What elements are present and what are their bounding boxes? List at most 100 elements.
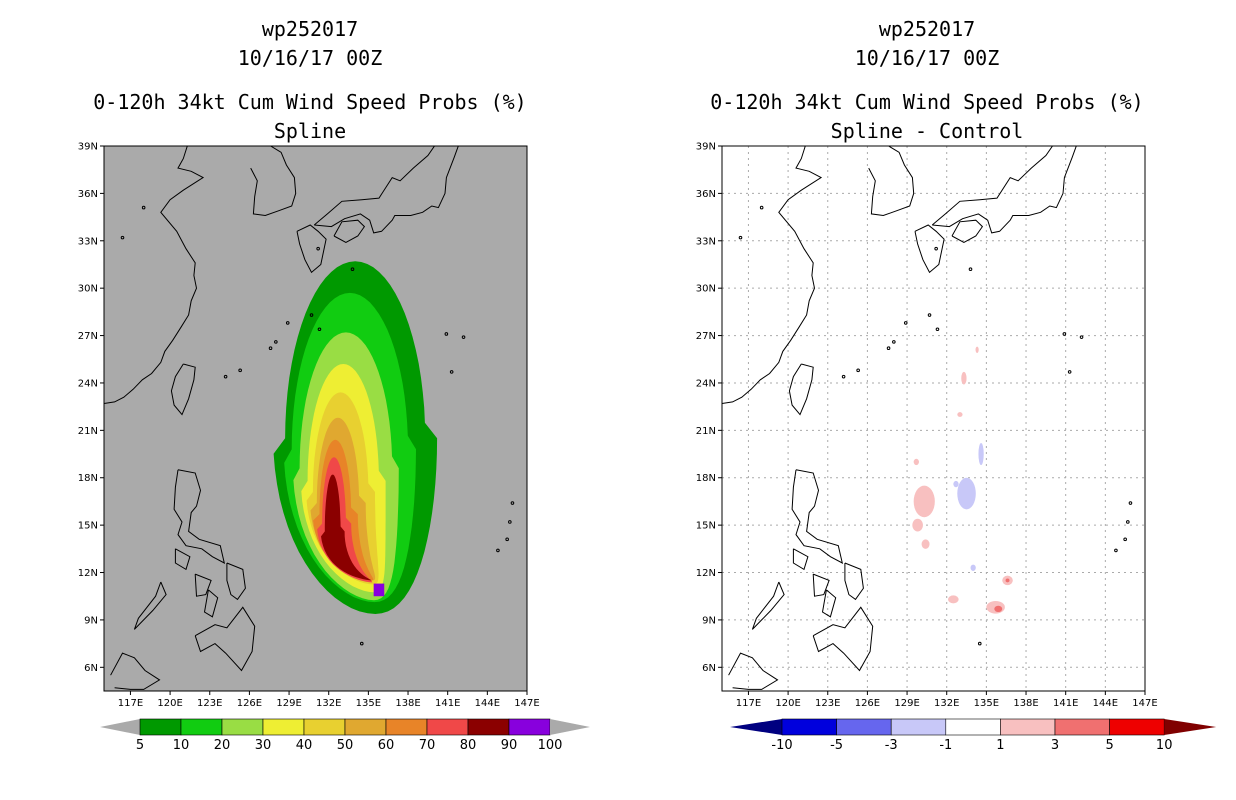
right-difference-blob (948, 595, 959, 603)
right-y-tick-label: 27N (696, 331, 716, 342)
right-x-tick-label: 123E (815, 698, 840, 709)
right-datetime: 10/16/17 00Z (777, 46, 1077, 70)
right-difference-blob (914, 459, 919, 465)
left-colorbar-label: 20 (214, 738, 231, 753)
right-x-tick-label: 147E (1132, 698, 1157, 709)
left-probability-map: 117E 120E 123E 126E 129E 132E 135E 138E 141E 144E… (50, 138, 610, 758)
right-colorbar-min-arrow (730, 719, 782, 735)
right-colorbar-label: 3 (1051, 738, 1059, 753)
right-colorbar-swatch (1110, 719, 1165, 735)
right-storm-id: wp252017 (777, 17, 1077, 41)
right-y-tick-label: 12N (696, 568, 716, 579)
right-y-tick-label: 24N (696, 378, 716, 389)
right-x-tick-label: 132E (934, 698, 959, 709)
right-x-tick-label: 120E (775, 698, 800, 709)
left-y-tick-label: 21N (78, 426, 98, 437)
left-x-tick-label: 129E (276, 698, 301, 709)
right-difference-blob (957, 478, 976, 510)
left-y-tick-label: 36N (78, 189, 98, 200)
right-difference-blob (978, 443, 983, 465)
left-x-tick-label: 141E (435, 698, 460, 709)
right-colorbar-swatch (782, 719, 837, 735)
left-y-tick-label: 15N (78, 521, 98, 532)
left-y-tick-label: 39N (78, 142, 98, 153)
right-difference-map: 117E 120E 123E 126E 129E 132E 135E 138E 141E 144E… (668, 138, 1228, 758)
left-x-tick-label: 117E (118, 698, 143, 709)
right-y-tick-label: 36N (696, 189, 716, 200)
left-colorbar-label: 100 (538, 738, 563, 753)
left-y-tick-label: 9N (84, 615, 98, 626)
left-colorbar-label: 30 (255, 738, 272, 753)
right-y-tick-label: 18N (696, 473, 716, 484)
left-colorbar-swatch (304, 719, 345, 735)
left-y-tick-label: 24N (78, 378, 98, 389)
right-colorbar-swatch (891, 719, 946, 735)
left-x-tick-label: 123E (197, 698, 222, 709)
right-x-tick-label: 141E (1053, 698, 1078, 709)
left-colorbar-swatch (427, 719, 468, 735)
right-y-tick-label: 30N (696, 284, 716, 295)
right-y-tick-label: 15N (696, 521, 716, 532)
left-x-tick-label: 135E (356, 698, 381, 709)
right-colorbar-label: 5 (1105, 738, 1113, 753)
right-colorbar-max-arrow (1164, 719, 1216, 735)
left-colorbar-label: 80 (460, 738, 477, 753)
left-x-tick-label: 126E (237, 698, 262, 709)
right-difference-blob (1006, 579, 1010, 583)
right-colorbar-swatch (1000, 719, 1055, 735)
left-y-tick-label: 12N (78, 568, 98, 579)
left-x-tick-label: 132E (316, 698, 341, 709)
right-x-tick-label: 126E (855, 698, 880, 709)
left-colorbar-swatch (345, 719, 386, 735)
left-x-tick-label: 138E (395, 698, 420, 709)
right-y-tick-label: 33N (696, 236, 716, 247)
left-colorbar-max-arrow (550, 719, 590, 735)
left-colorbar-label: 50 (337, 738, 354, 753)
left-y-tick-label: 6N (84, 663, 98, 674)
left-datetime: 10/16/17 00Z (160, 46, 460, 70)
right-difference-blob (914, 486, 935, 518)
right-x-tick-label: 117E (736, 698, 761, 709)
left-colorbar-swatch (386, 719, 427, 735)
left-chart-title: 0-120h 34kt Cum Wind Speed Probs (%) (10, 90, 610, 114)
right-y-tick-label: 39N (696, 142, 716, 153)
right-colorbar-label: 10 (1156, 738, 1173, 753)
left-colorbar-swatch (263, 719, 304, 735)
right-y-tick-label: 6N (702, 663, 716, 674)
left-colorbar-label: 40 (296, 738, 313, 753)
right-difference-blob (957, 412, 962, 417)
left-colorbar-label: 10 (173, 738, 190, 753)
left-colorbar-label: 60 (378, 738, 395, 753)
left-colorbar-label: 5 (136, 738, 144, 753)
right-colorbar-label: 1 (996, 738, 1004, 753)
left-colorbar-swatch (468, 719, 509, 735)
right-map-background (722, 146, 1145, 691)
left-colorbar-swatch (181, 719, 222, 735)
left-colorbar-swatch (222, 719, 263, 735)
right-colorbar-swatch (1055, 719, 1110, 735)
left-colorbar-swatch (509, 719, 550, 735)
right-colorbar-label: -10 (771, 738, 792, 753)
right-difference-blob (953, 481, 958, 487)
left-y-tick-label: 30N (78, 284, 98, 295)
left-colorbar-label: 90 (501, 738, 518, 753)
right-colorbar-swatch (837, 719, 892, 735)
left-y-tick-label: 27N (78, 331, 98, 342)
right-difference-blob (971, 565, 976, 571)
left-colorbar-swatch (140, 719, 181, 735)
right-chart-title: 0-120h 34kt Cum Wind Speed Probs (%) (627, 90, 1227, 114)
left-colorbar-label: 70 (419, 738, 436, 753)
right-difference-blob (912, 519, 923, 532)
right-colorbar-label: -3 (885, 738, 898, 753)
right-difference-blob (994, 606, 1002, 612)
right-y-tick-label: 9N (702, 615, 716, 626)
right-x-tick-label: 138E (1013, 698, 1038, 709)
right-colorbar-label: -1 (939, 738, 952, 753)
left-colorbar-min-arrow (100, 719, 140, 735)
right-y-tick-label: 21N (696, 426, 716, 437)
right-colorbar-label: -5 (830, 738, 843, 753)
right-colorbar-swatch (946, 719, 1001, 735)
right-difference-blob (976, 347, 979, 353)
left-x-tick-label: 120E (157, 698, 182, 709)
left-x-tick-label: 147E (514, 698, 539, 709)
